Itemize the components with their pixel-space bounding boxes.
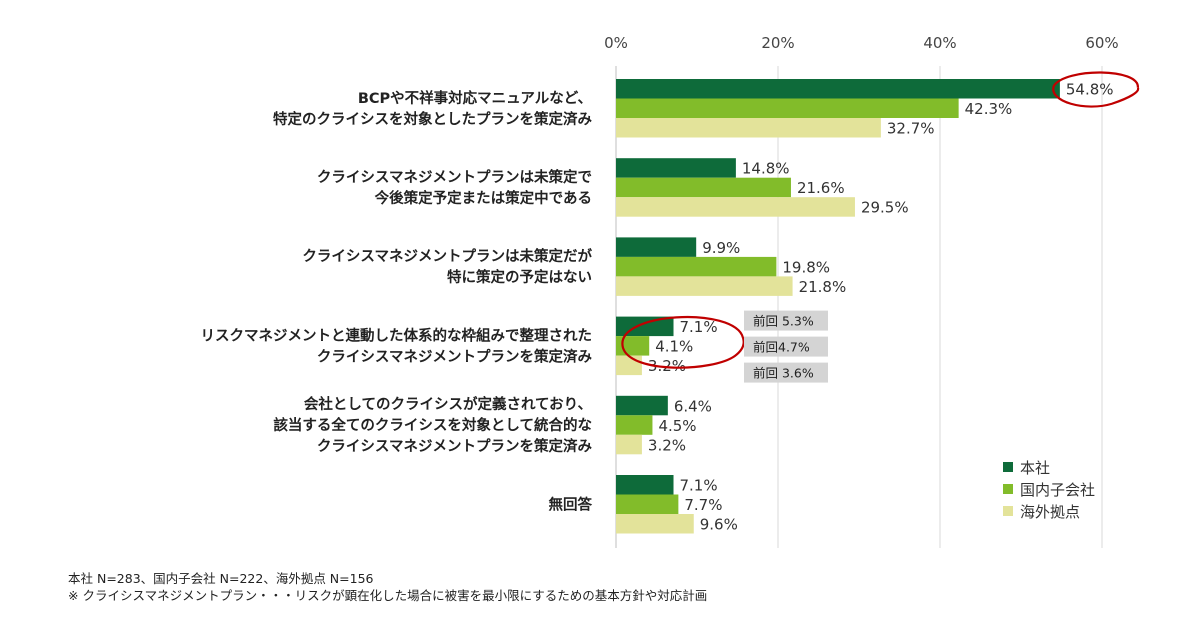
legend-label: 本社 <box>1020 459 1050 477</box>
data-label: 14.8% <box>742 160 790 178</box>
legend-swatch <box>1003 506 1013 516</box>
data-label: 4.1% <box>655 338 693 356</box>
sample-size-note: 本社 N=283、国内子会社 N=222、海外拠点 N=156 <box>68 571 374 586</box>
legend-label: 国内子会社 <box>1020 481 1095 499</box>
bar <box>616 494 679 514</box>
data-label: 32.7% <box>887 120 935 138</box>
bar <box>616 98 959 118</box>
bar <box>616 514 694 534</box>
category-label: 特定のクライシスを対象としたプランを策定済み <box>273 110 592 128</box>
category-label: 該当する全てのクライシスを対象として統合的な <box>273 416 592 434</box>
x-tick-label: 20% <box>761 34 794 52</box>
data-label: 9.6% <box>700 516 738 534</box>
bar <box>616 415 653 435</box>
data-label: 6.4% <box>674 397 712 415</box>
previous-value-box <box>744 336 828 357</box>
data-label: 54.8% <box>1066 81 1114 99</box>
footnotes: 本社 N=283、国内子会社 N=222、海外拠点 N=156 ※ クライシスマ… <box>68 570 707 604</box>
bar <box>616 197 855 217</box>
category-label: 特に策定の予定はない <box>447 268 592 286</box>
highlight-circle <box>621 315 745 369</box>
previous-value-label: 前回 5.3% <box>753 314 814 329</box>
data-label: 29.5% <box>861 199 909 217</box>
category-label: BCPや不祥事対応マニュアルなど、 <box>358 89 592 107</box>
legend-label: 海外拠点 <box>1020 503 1080 521</box>
category-label: 今後策定予定または策定中である <box>374 189 592 207</box>
data-label: 7.1% <box>680 477 718 495</box>
bar <box>616 475 674 495</box>
data-label: 7.1% <box>680 318 718 336</box>
bar <box>616 336 650 356</box>
definition-note: ※ クライシスマネジメントプラン・・・リスクが顕在化した場合に被害を最小限にする… <box>68 588 708 603</box>
previous-value-box <box>744 310 828 331</box>
bar <box>616 237 697 257</box>
data-label: 21.8% <box>799 278 847 296</box>
category-label: クライシスマネジメントプランは未策定で <box>317 168 592 186</box>
bar <box>616 118 881 138</box>
x-tick-label: 40% <box>923 34 956 52</box>
data-label: 3.2% <box>648 436 686 454</box>
data-label: 42.3% <box>965 100 1013 118</box>
category-label: 無回答 <box>549 495 593 513</box>
previous-value-label: 前回4.7% <box>753 340 810 355</box>
previous-value-label: 前回 3.6% <box>753 366 814 381</box>
bar <box>616 256 777 277</box>
category-label: 会社としてのクライシスが定義されており、 <box>304 395 592 413</box>
previous-value-box <box>744 362 828 383</box>
data-label: 19.8% <box>782 258 830 276</box>
bar <box>616 276 793 296</box>
category-label: クライシスマネジメントプランは未策定だが <box>302 247 592 265</box>
bar <box>616 395 668 416</box>
x-tick-label: 60% <box>1085 34 1118 52</box>
data-label: 21.6% <box>797 179 845 197</box>
highlight-circle <box>1052 71 1140 108</box>
bar <box>616 434 642 455</box>
category-label: クライシスマネジメントプランを策定済み <box>317 437 593 455</box>
data-label: 4.5% <box>658 417 696 435</box>
category-label: リスクマネジメントと連動した体系的な枠組みで整理された <box>201 326 593 344</box>
category-label: クライシスマネジメントプランを策定済み <box>317 347 593 365</box>
data-label: 7.7% <box>684 496 722 514</box>
legend-swatch <box>1003 484 1013 494</box>
bar <box>616 79 1060 99</box>
bar <box>616 158 736 178</box>
legend-swatch <box>1003 462 1013 472</box>
data-label: 9.9% <box>702 239 740 257</box>
data-label: 3.2% <box>648 357 686 375</box>
bar <box>616 355 642 376</box>
x-tick-label: 0% <box>604 34 628 52</box>
bar <box>616 177 791 198</box>
